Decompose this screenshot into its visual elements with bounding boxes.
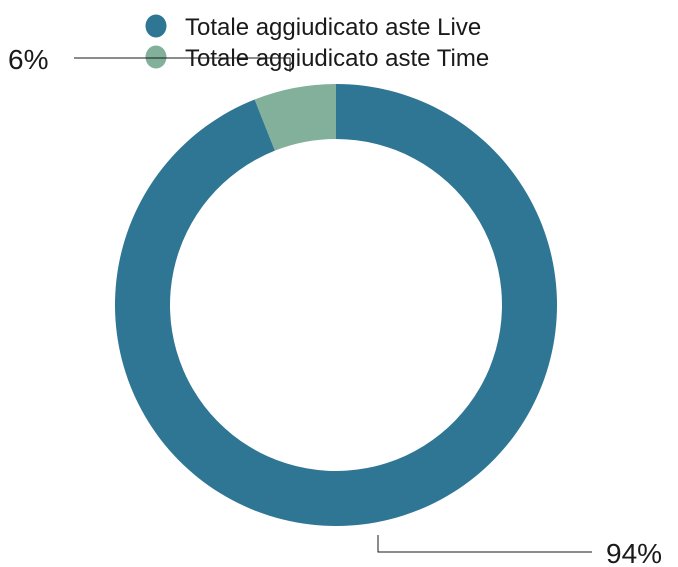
legend: Totale aggiudicato aste Live Totale aggi… — [145, 14, 489, 72]
data-label-time: 6% — [8, 44, 48, 75]
slice-time[interactable] — [254, 84, 336, 151]
legend-swatch-time — [145, 45, 167, 69]
donut-slices — [114, 84, 557, 526]
data-label-live: 94% — [606, 538, 662, 567]
slice-live[interactable] — [114, 84, 557, 526]
legend-swatch-live — [145, 14, 167, 38]
leader-line-time — [74, 57, 291, 72]
leader-line-live — [377, 535, 592, 553]
legend-label-live: Totale aggiudicato aste Live — [185, 14, 481, 41]
legend-item-live[interactable]: Totale aggiudicato aste Live — [145, 14, 482, 41]
